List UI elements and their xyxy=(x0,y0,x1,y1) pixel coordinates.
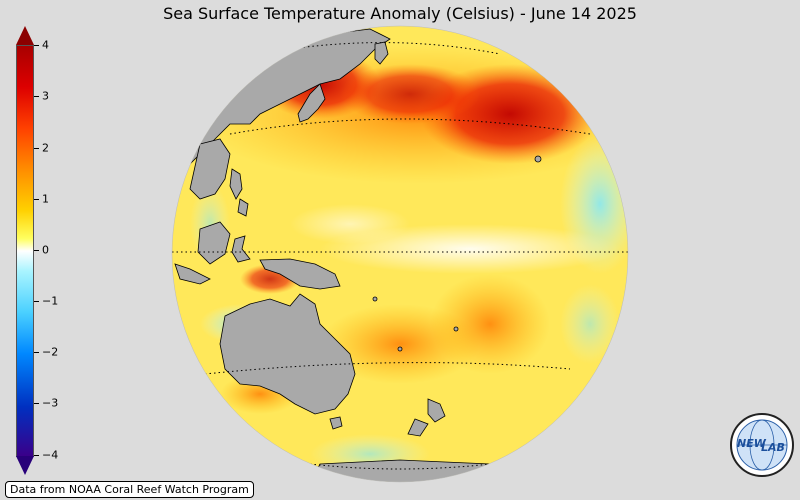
data-credit: Data from NOAA Coral Reef Watch Program xyxy=(5,481,254,498)
logo-text-left: NEW xyxy=(737,437,767,450)
logo-text-right: LAB xyxy=(761,441,785,454)
colorbar-max-arrow xyxy=(16,26,34,45)
colorbar-tickmark xyxy=(34,148,39,149)
colorbar-tick-label: −2 xyxy=(42,345,59,359)
colorbar-tickmark xyxy=(34,199,39,200)
colorbar-tick-label: 1 xyxy=(42,192,49,206)
graticule xyxy=(172,42,628,470)
colorbar-tick-label: 4 xyxy=(42,38,49,52)
colorbar-tickmark xyxy=(34,301,39,302)
land-masses xyxy=(174,28,542,482)
globe-logo-icon: NEW LAB xyxy=(730,413,794,477)
colorbar-tickmark xyxy=(34,352,39,353)
globe-map xyxy=(171,25,629,483)
colorbar-tick-label: 3 xyxy=(42,89,49,103)
colorbar-tick-label: −4 xyxy=(42,448,59,462)
colorbar-tickmark xyxy=(34,403,39,404)
colorbar-tick-label: −3 xyxy=(42,396,59,410)
colorbar-tick-label: −1 xyxy=(42,294,59,308)
map-title: Sea Surface Temperature Anomaly (Celsius… xyxy=(163,4,637,23)
colorbar-tickmark xyxy=(34,455,39,456)
colorbar-min-arrow xyxy=(16,456,34,475)
colorbar-tickmark xyxy=(34,250,39,251)
colorbar-tickmark xyxy=(34,45,39,46)
colorbar-tick-label: 0 xyxy=(42,243,49,257)
colorbar-tickmark xyxy=(34,96,39,97)
colorbar xyxy=(16,45,34,457)
colorbar-tick-label: 2 xyxy=(42,141,49,155)
